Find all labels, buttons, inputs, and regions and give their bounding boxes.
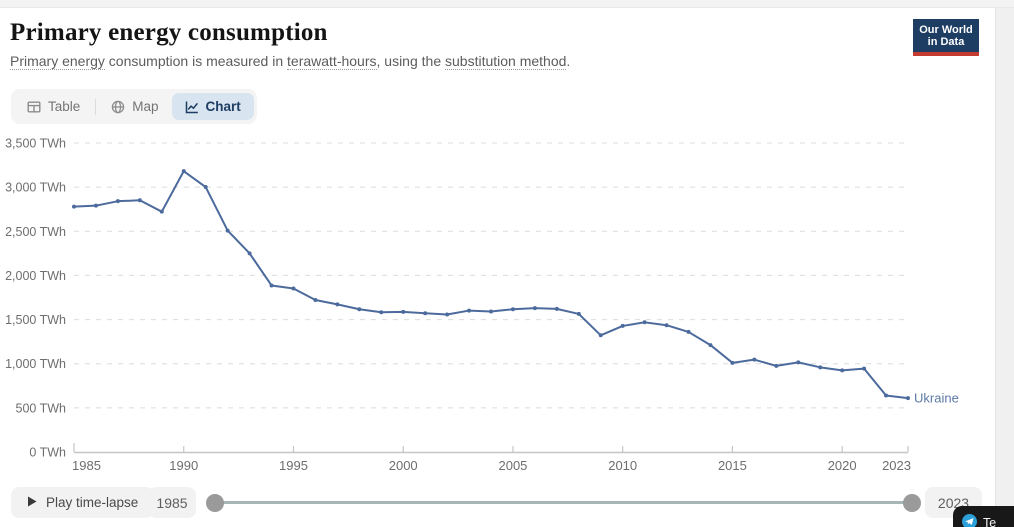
data-point xyxy=(115,199,120,204)
globe-icon xyxy=(111,100,125,114)
data-point xyxy=(796,360,801,365)
data-point xyxy=(620,323,625,328)
timeline-start-handle[interactable] xyxy=(206,494,224,512)
y-axis-tick-label: 3,000 TWh xyxy=(5,181,66,195)
y-axis-tick-label: 2,000 TWh xyxy=(5,269,66,283)
tab-table[interactable]: Table xyxy=(14,93,93,120)
data-point xyxy=(774,363,779,368)
data-point xyxy=(730,360,735,365)
y-axis-tick-label: 500 TWh xyxy=(16,401,67,415)
data-point xyxy=(401,309,406,314)
data-point xyxy=(72,204,76,209)
y-axis-tick-label: 2,500 TWh xyxy=(5,225,66,239)
data-point xyxy=(423,311,428,316)
definition-link[interactable]: substitution method xyxy=(445,53,567,70)
data-point xyxy=(137,198,142,203)
data-point xyxy=(357,307,362,312)
data-point xyxy=(510,307,515,312)
play-timelapse-label: Play time-lapse xyxy=(46,495,139,510)
x-axis-tick-label: 2010 xyxy=(608,458,637,473)
x-axis-tick-label: 2023 xyxy=(882,458,911,473)
y-axis-tick-label: 3,500 TWh xyxy=(5,137,66,151)
chat-widget[interactable]: Te xyxy=(953,506,1014,527)
data-point xyxy=(862,366,867,371)
x-axis-tick-label: 2005 xyxy=(498,458,527,473)
tab-map[interactable]: Map xyxy=(98,93,171,120)
play-timelapse-button[interactable]: Play time-lapse xyxy=(11,487,155,518)
telegram-icon xyxy=(962,513,977,527)
x-axis-tick-label: 2015 xyxy=(718,458,747,473)
chart-subtitle: Primary energy consumption is measured i… xyxy=(10,53,571,70)
data-point xyxy=(379,310,384,315)
data-point xyxy=(247,251,252,256)
chart-canvas[interactable]: 0 TWh 500 TWh 1,000 TWh 1,500 TWh 2,000 TWh 2… xyxy=(0,130,1014,475)
timeline-end-handle[interactable] xyxy=(903,494,921,512)
play-icon xyxy=(27,495,37,510)
data-point xyxy=(840,368,845,373)
data-point xyxy=(445,312,450,317)
definition-link[interactable]: Primary energy xyxy=(10,53,105,70)
x-axis-tick-label: 1985 xyxy=(72,458,101,473)
x-axis-tick-label: 2000 xyxy=(389,458,418,473)
page-title: Primary energy consumption xyxy=(10,19,328,46)
data-point xyxy=(554,306,559,311)
data-point xyxy=(93,203,98,208)
tab-map-label: Map xyxy=(132,99,159,114)
owid-logo[interactable]: Our World in Data xyxy=(913,19,979,56)
data-point xyxy=(181,169,186,174)
y-axis-tick-label: 1,000 TWh xyxy=(5,357,66,371)
data-point xyxy=(818,365,823,370)
tab-chart-label: Chart xyxy=(205,99,241,114)
data-point xyxy=(708,343,713,348)
logo-line1: Our World xyxy=(919,24,973,36)
x-axis-tick-label: 1995 xyxy=(279,458,308,473)
data-point xyxy=(752,357,757,362)
data-point xyxy=(906,396,910,401)
y-axis-tick-label: 0 TWh xyxy=(29,446,66,460)
data-point xyxy=(291,286,296,291)
data-point xyxy=(664,323,669,328)
tab-divider xyxy=(95,98,97,115)
subtitle-text: . xyxy=(566,53,571,69)
tab-table-label: Table xyxy=(48,99,81,114)
subtitle-text: , using the xyxy=(376,53,445,69)
definition-link[interactable]: terawatt-hours xyxy=(287,53,377,70)
data-point xyxy=(598,333,603,338)
line-chart-icon xyxy=(185,100,199,114)
timeline-track[interactable] xyxy=(215,501,912,504)
data-point xyxy=(203,185,208,190)
y-axis-tick-label: 1,500 TWh xyxy=(5,313,66,327)
top-band xyxy=(0,0,1014,8)
data-point xyxy=(642,320,647,325)
data-point xyxy=(576,311,581,316)
tab-chart[interactable]: Chart xyxy=(171,93,254,120)
data-point xyxy=(884,393,889,398)
data-point xyxy=(335,302,340,307)
data-point xyxy=(532,306,537,311)
data-point xyxy=(467,308,472,313)
data-point xyxy=(686,329,691,334)
data-point xyxy=(489,309,493,314)
data-point xyxy=(225,228,230,233)
subtitle-text: consumption is measured in xyxy=(104,53,288,69)
x-axis-tick-label: 1990 xyxy=(169,458,198,473)
view-tabs: Table Map Chart xyxy=(11,89,257,124)
timeline-start-year[interactable]: 1985 xyxy=(148,487,196,518)
data-point xyxy=(313,297,318,302)
x-axis-tick-label: 2020 xyxy=(828,458,857,473)
chat-widget-label: Te xyxy=(983,515,997,527)
table-icon xyxy=(27,100,41,114)
data-point xyxy=(269,283,274,288)
series-entity-label[interactable]: Ukraine xyxy=(914,391,959,406)
data-point xyxy=(159,209,164,214)
scrollbar-track[interactable] xyxy=(995,0,1014,527)
logo-line2: in Data xyxy=(927,36,965,48)
